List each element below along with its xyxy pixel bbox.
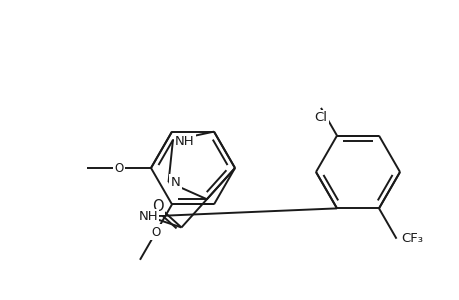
Text: NH: NH [138, 210, 158, 223]
Text: Cl: Cl [314, 111, 327, 124]
Text: O: O [151, 199, 163, 214]
Text: CF₃: CF₃ [401, 232, 423, 245]
Text: O: O [151, 226, 160, 238]
Text: O: O [114, 161, 123, 175]
Text: N: N [170, 176, 180, 189]
Text: NH: NH [174, 135, 194, 148]
